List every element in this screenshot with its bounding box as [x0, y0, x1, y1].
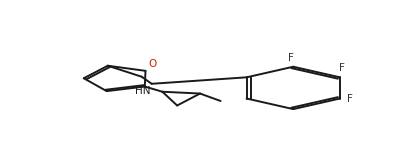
Text: F: F [339, 63, 345, 73]
Text: F: F [347, 94, 353, 103]
Text: F: F [288, 53, 294, 63]
Text: O: O [149, 59, 157, 69]
Text: HN: HN [135, 86, 150, 96]
